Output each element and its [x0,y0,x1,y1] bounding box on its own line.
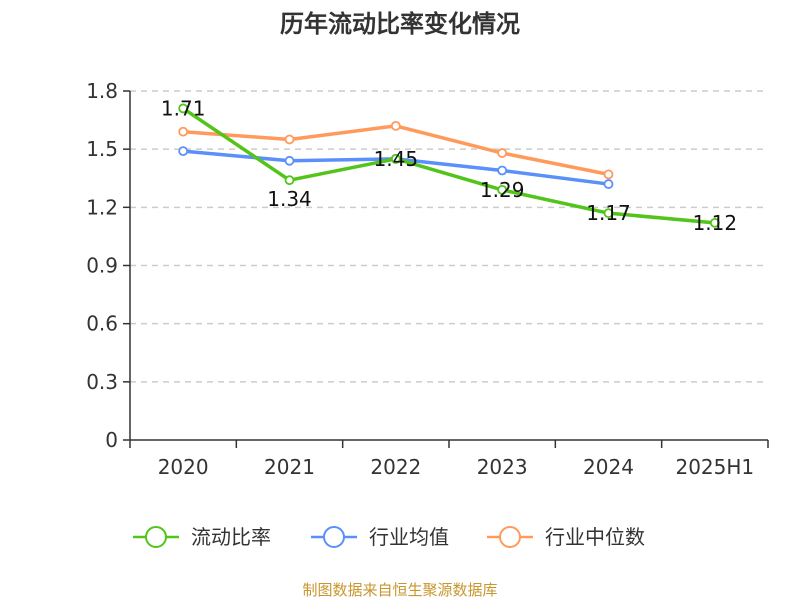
data-label: 1.34 [267,187,312,211]
data-point [497,184,508,195]
data-point [178,103,189,114]
x-tick-label: 2022 [370,455,421,479]
legend-label: 行业均值 [369,525,449,549]
x-tick-label: 2021 [264,455,315,479]
data-label: 1.12 [693,211,738,235]
data-point [178,146,189,157]
axes: 0 0.3 0.6 0.9 1.2 1.5 1.8 2020 2021 2022 2023 2024 2… [86,79,769,479]
data-label: 1.71 [161,96,206,120]
grid-lines [130,90,768,383]
y-tick-label: 0 [105,428,118,452]
y-tick-label: 1.8 [86,79,118,103]
data-point [497,165,508,176]
data-point [709,217,720,228]
legend-label: 流动比率 [191,525,271,549]
legend-marker [499,526,521,548]
data-point [497,148,508,158]
y-tick-label: 0.3 [86,370,118,394]
data-point [178,126,189,137]
data-point [284,175,295,186]
legend-marker [323,526,345,548]
x-tick-label: 2023 [477,455,528,479]
data-label: 1.45 [374,147,419,171]
data-point [603,169,614,180]
series-line [181,106,717,225]
series-lines [178,103,720,228]
chart-title: 历年流动比率变化情况 [280,10,520,38]
data-point [284,155,295,166]
legend: 流动比率 行业均值 行业中位数 [133,525,645,549]
data-point [603,208,614,219]
legend-label: 行业中位数 [545,525,645,549]
y-tick-label: 0.6 [86,312,118,336]
x-tick-label: 2024 [583,455,634,479]
source-note: 制图数据来自恒生聚源数据库 [302,581,497,599]
legend-marker [145,526,167,548]
data-point [284,134,295,145]
data-point [390,153,401,164]
x-tick-label: 2020 [158,455,209,479]
y-tick-label: 1.2 [86,195,118,219]
x-tick-label: 2025H1 [675,455,754,479]
y-tick-label: 1.5 [86,137,118,161]
y-tick-label: 0.9 [86,254,118,278]
data-labels: 1.71 1.34 1.45 1.29 1.17 1.12 [161,96,737,234]
data-label: 1.29 [480,178,525,202]
data-point [390,121,401,131]
data-label: 1.17 [586,201,631,225]
data-point [603,179,614,189]
